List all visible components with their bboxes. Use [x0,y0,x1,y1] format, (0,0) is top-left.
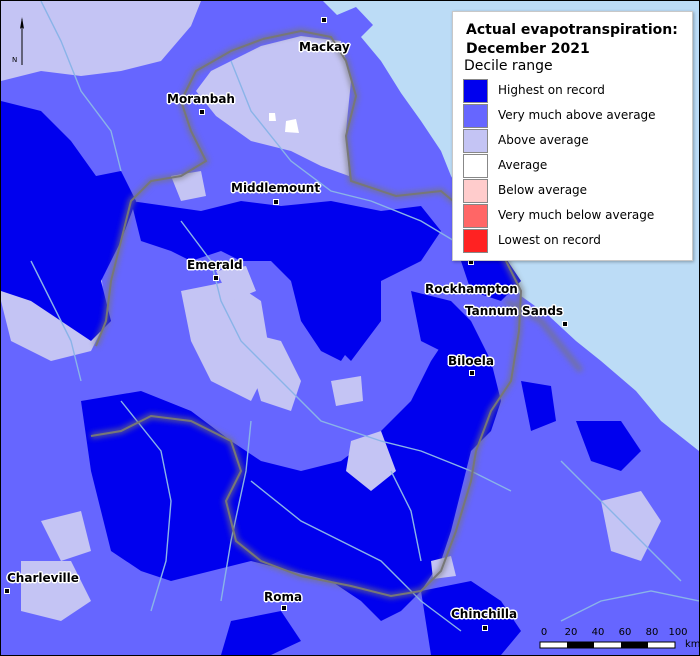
town-label-chinchilla[interactable]: Chinchilla [451,607,518,621]
scale-unit-label: km [685,639,700,650]
north-arrow-label: N [12,56,17,64]
legend-item-average: Average [463,154,683,178]
north-arrow-icon: N [12,17,24,65]
legend-swatch [463,204,488,228]
legend-title-line2: December 2021 [466,41,590,57]
town-marker-biloela[interactable] [469,370,475,376]
legend-swatch [463,129,488,153]
scale-tick-label: 20 [564,627,578,638]
region-boundaries [90,28,583,599]
above-average-patches [216,266,456,579]
map-legend: Actual evapotranspiration: December 2021… [452,11,693,261]
town-label-middlemount[interactable]: Middlemount [231,181,321,195]
town-marker-mackay[interactable] [321,17,327,23]
average-patches [269,113,299,133]
legend-title-line1: Actual evapotranspiration: [466,22,678,38]
legend-title: Actual evapotranspiration: December 2021 [466,21,691,59]
legend-label: Very much below average [498,208,655,222]
legend-item-very-much-below: Very much below average [463,204,683,228]
legend-item-highest: Highest on record [463,79,683,103]
town-label-rockhampton[interactable]: Rockhampton [425,282,518,296]
scale-bar-graphic [539,641,676,649]
scale-tick-label: 40 [591,627,605,638]
town-label-roma[interactable]: Roma [264,590,303,604]
scale-bar: 0 20 40 60 80 100 km [539,627,699,653]
legend-swatch [463,229,488,253]
legend-label: Above average [498,133,589,147]
legend-item-very-much-above: Very much above average [463,104,683,128]
town-marker-emerald[interactable] [213,275,219,281]
legend-swatch [463,154,488,178]
town-label-emerald[interactable]: Emerald [187,258,243,272]
legend-label: Lowest on record [498,233,601,247]
legend-item-below: Below average [463,179,683,203]
town-label-mackay[interactable]: Mackay [299,40,350,54]
legend-label: Highest on record [498,83,605,97]
legend-swatch [463,179,488,203]
legend-label: Average [498,158,548,172]
legend-subtitle: Decile range [464,58,553,74]
town-marker-roma[interactable] [281,605,287,611]
town-marker-middlemount[interactable] [273,199,279,205]
town-marker-moranbah[interactable] [199,109,205,115]
town-label-charleville[interactable]: Charleville [7,571,79,585]
scale-tick-label: 0 [540,627,548,638]
legend-swatch [463,79,488,103]
highest-on-record-regions [1,101,641,655]
town-marker-chinchilla[interactable] [482,625,488,631]
legend-swatch [463,104,488,128]
legend-label: Very much above average [498,108,656,122]
scale-tick-label: 100 [668,627,688,638]
town-label-moranbah[interactable]: Moranbah [167,92,235,106]
legend-item-lowest: Lowest on record [463,229,683,253]
scale-tick-label: 60 [618,627,632,638]
town-label-tannum-sands[interactable]: Tannum Sands [465,304,564,318]
legend-label: Below average [498,183,588,197]
town-marker-tannum-sands[interactable] [562,321,568,327]
town-label-biloela[interactable]: Biloela [448,354,494,368]
legend-item-above: Above average [463,129,683,153]
town-marker-charleville[interactable] [4,588,10,594]
rivers [30,1,699,632]
scale-tick-label: 80 [645,627,659,638]
